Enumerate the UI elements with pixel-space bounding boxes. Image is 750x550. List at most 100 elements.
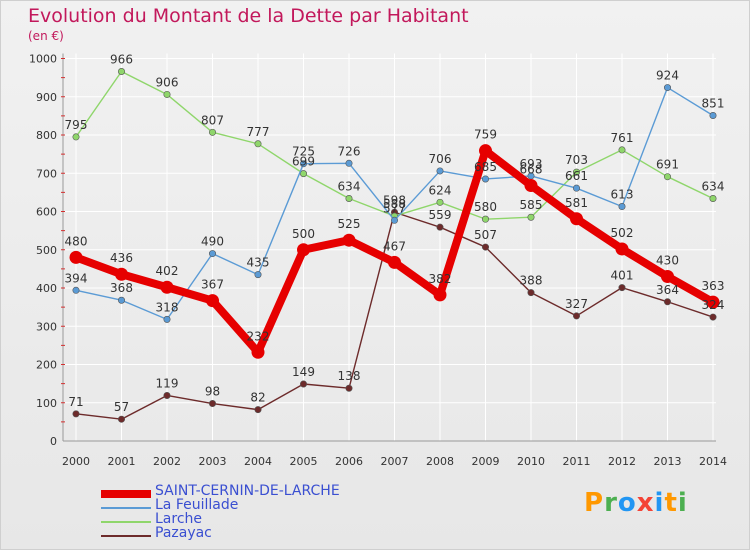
logo-letter: i	[677, 488, 688, 518]
data-label-la-feuillade: 725	[292, 145, 315, 159]
data-point-la-feuillade	[390, 216, 398, 224]
data-point-saint-cernin-de-larche	[115, 267, 128, 281]
data-label-pazayac: 598	[383, 193, 406, 207]
data-label-saint-cernin-de-larche: 436	[110, 251, 133, 265]
data-label-saint-cernin-de-larche: 430	[656, 254, 679, 268]
data-point-la-feuillade	[72, 286, 80, 294]
data-label-la-feuillade: 851	[702, 96, 725, 110]
data-point-pazayac	[163, 391, 171, 399]
data-label-pazayac: 138	[338, 369, 361, 383]
data-point-pazayac	[254, 406, 262, 414]
data-point-larche	[72, 133, 80, 141]
logo-letter: P	[584, 488, 605, 518]
y-tick-label: 800	[36, 129, 57, 142]
x-tick-label: 2011	[563, 455, 591, 468]
data-label-saint-cernin-de-larche: 382	[429, 272, 452, 286]
logo-letter: o	[617, 488, 637, 518]
data-label-larche: 588	[383, 197, 406, 211]
data-point-saint-cernin-de-larche	[570, 212, 583, 226]
legend-label: SAINT-CERNIN-DE-LARCHE	[155, 483, 340, 499]
x-tick-label: 2014	[699, 455, 727, 468]
data-label-la-feuillade: 685	[474, 160, 497, 174]
y-tick-label: 600	[36, 206, 57, 219]
y-tick-label: 100	[36, 397, 57, 410]
data-point-saint-cernin-de-larche	[524, 178, 538, 192]
y-tick-label: 400	[36, 282, 57, 295]
data-label-saint-cernin-de-larche: 500	[292, 227, 315, 241]
chart-unit: (en €)	[28, 29, 64, 43]
data-label-larche: 634	[338, 179, 361, 193]
data-point-saint-cernin-de-larche	[206, 294, 219, 308]
data-label-pazayac: 98	[205, 385, 220, 399]
data-point-saint-cernin-de-larche	[342, 233, 356, 247]
data-point-pazayac	[118, 415, 126, 423]
data-label-la-feuillade: 435	[247, 256, 270, 270]
x-tick-label: 2000	[62, 455, 90, 468]
y-tick-label: 0	[50, 435, 57, 448]
x-tick-label: 2013	[654, 455, 682, 468]
y-tick-label: 500	[36, 244, 57, 257]
data-point-pazayac	[209, 400, 217, 408]
x-tick-label: 2005	[290, 455, 318, 468]
data-label-larche: 691	[656, 158, 679, 172]
data-label-saint-cernin-de-larche: 502	[611, 226, 634, 240]
data-label-saint-cernin-de-larche: 581	[565, 196, 588, 210]
legend-swatch	[101, 535, 151, 537]
data-point-la-feuillade	[481, 175, 489, 183]
data-point-larche	[572, 168, 580, 176]
data-point-larche	[299, 170, 307, 178]
y-tick-label: 900	[36, 91, 57, 104]
data-label-saint-cernin-de-larche: 480	[65, 234, 88, 248]
grid-layer	[63, 53, 716, 442]
logo-letter: x	[636, 488, 655, 518]
x-tick-label: 2006	[335, 455, 363, 468]
data-label-pazayac: 388	[520, 274, 543, 288]
data-point-la-feuillade	[345, 159, 353, 167]
data-point-larche	[709, 194, 717, 202]
data-label-saint-cernin-de-larche: 467	[383, 239, 406, 253]
data-label-pazayac: 559	[429, 208, 452, 222]
proxiti-logo: Proxiti	[584, 488, 688, 518]
data-label-la-feuillade: 924	[656, 69, 679, 83]
x-tick-label: 2002	[153, 455, 181, 468]
y-tick-label: 300	[36, 320, 57, 333]
data-label-saint-cernin-de-larche: 759	[474, 128, 497, 142]
data-label-saint-cernin-de-larche: 402	[156, 264, 179, 278]
data-label-pazayac: 401	[611, 269, 634, 283]
data-point-la-feuillade	[572, 184, 580, 192]
data-label-larche: 634	[702, 179, 725, 193]
data-label-larche: 906	[156, 75, 179, 89]
logo-letter: t	[664, 488, 678, 518]
data-label-pazayac: 119	[156, 376, 179, 390]
x-tick-label: 2008	[426, 455, 454, 468]
data-point-saint-cernin-de-larche	[433, 288, 447, 302]
legend-swatch	[101, 521, 151, 523]
data-point-pazayac	[299, 380, 307, 388]
legend-label: Larche	[155, 511, 203, 527]
legend-swatch	[101, 490, 151, 498]
data-point-pazayac	[709, 313, 717, 321]
data-point-la-feuillade	[299, 160, 307, 168]
data-label-pazayac: 82	[250, 391, 265, 405]
data-label-la-feuillade: 368	[110, 281, 133, 295]
data-point-la-feuillade	[118, 296, 126, 304]
x-tick-label: 2003	[199, 455, 227, 468]
data-label-pazayac: 324	[702, 298, 725, 312]
data-label-pazayac: 327	[565, 297, 588, 311]
data-label-la-feuillade: 318	[156, 300, 179, 314]
data-label-pazayac: 507	[474, 228, 497, 242]
data-label-la-feuillade: 394	[65, 271, 88, 285]
legend-label: Pazayac	[155, 525, 212, 541]
data-label-larche: 795	[65, 118, 88, 132]
data-label-la-feuillade: 693	[520, 157, 543, 171]
data-point-larche	[118, 68, 126, 76]
data-label-larche: 777	[247, 125, 270, 139]
data-label-pazayac: 149	[292, 365, 315, 379]
legend-swatch	[101, 507, 151, 509]
data-label-pazayac: 71	[68, 395, 83, 409]
data-point-larche	[527, 213, 535, 221]
data-point-larche	[163, 90, 171, 98]
data-point-la-feuillade	[254, 271, 262, 279]
